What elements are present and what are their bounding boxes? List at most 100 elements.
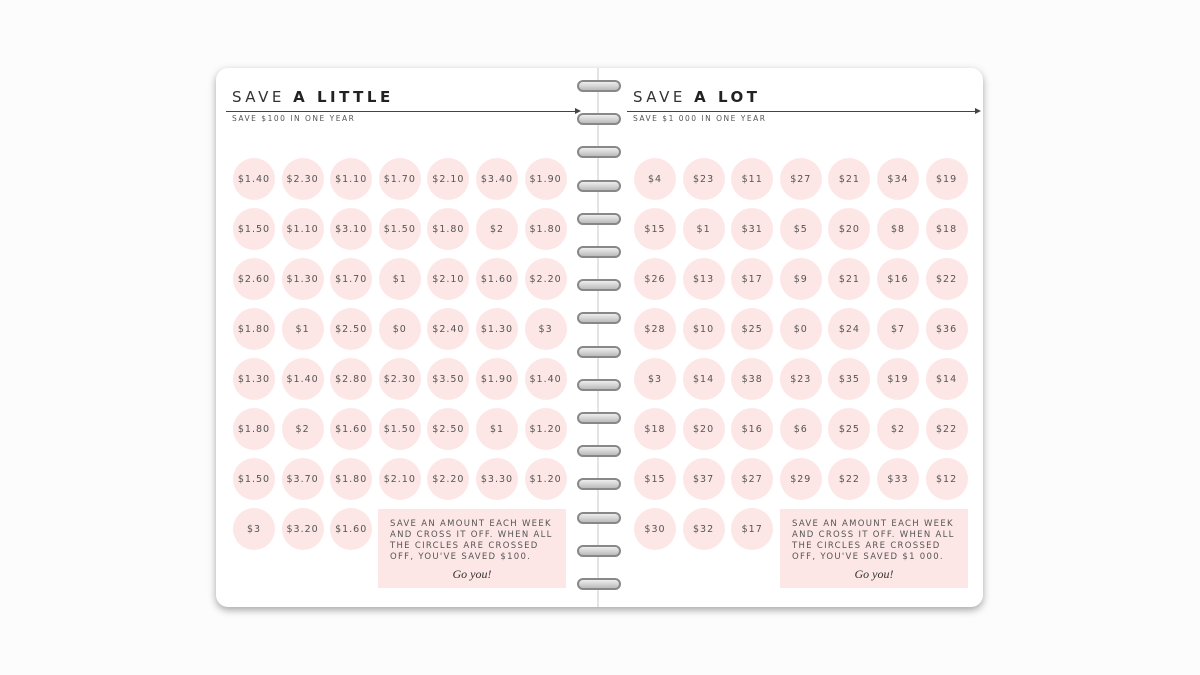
saving-circle: $1.30: [233, 358, 275, 400]
saving-circle: $4: [634, 158, 676, 200]
saving-circle: $22: [925, 408, 968, 450]
saving-circle: $1.50: [233, 208, 275, 250]
subtitle: SAVE $1 000 IN ONE YEAR: [633, 114, 767, 123]
saving-circle: $21: [828, 258, 871, 300]
saving-circle: $2.80: [330, 358, 373, 400]
saving-circle: $13: [682, 258, 725, 300]
page-title: SAVE A LOT: [633, 88, 760, 106]
saving-circle: $7: [877, 308, 919, 350]
saving-circle: $1.70: [378, 158, 421, 200]
signoff: Go you!: [854, 567, 894, 581]
saving-circle: $1.80: [233, 308, 275, 350]
saving-circle: $1.20: [524, 408, 567, 450]
saving-circle: $38: [731, 358, 774, 400]
saving-circle: $26: [634, 258, 676, 300]
saving-circle: $28: [634, 308, 676, 350]
saving-circle: $3: [233, 508, 275, 550]
spiral-ring: [577, 578, 621, 590]
saving-circle: $29: [779, 458, 822, 500]
saving-circle: $33: [877, 458, 919, 500]
saving-circle: $36: [925, 308, 968, 350]
title-rule: [226, 111, 575, 112]
saving-circle: $3.50: [427, 358, 470, 400]
saving-circle: $22: [925, 258, 968, 300]
signoff: Go you!: [452, 567, 492, 581]
saving-circle: $2: [281, 408, 324, 450]
spiral-ring: [577, 544, 621, 557]
spiral-ring: [577, 146, 621, 159]
saving-circle: $14: [925, 358, 968, 400]
arrow-head: [975, 108, 981, 114]
saving-circle: $15: [634, 458, 676, 500]
saving-circle: $18: [925, 208, 968, 250]
note-box: SAVE AN AMOUNT EACH WEEK AND CROSS IT OF…: [378, 509, 566, 588]
saving-circle: $35: [828, 358, 871, 400]
note-box: SAVE AN AMOUNT EACH WEEK AND CROSS IT OF…: [780, 509, 968, 588]
saving-circle: $2.50: [330, 308, 373, 350]
saving-circle: $16: [731, 408, 774, 450]
spiral-ring: [577, 478, 621, 491]
saving-circle: $2.10: [427, 158, 470, 200]
saving-circle: $3.20: [281, 508, 324, 550]
saving-circle: $1.50: [233, 458, 275, 500]
saving-circle: $1.30: [476, 308, 518, 350]
page-title: SAVE A LITTLE: [232, 88, 394, 106]
saving-circle: $3.40: [476, 158, 518, 200]
saving-circle: $2.60: [233, 258, 275, 300]
saving-circle: $2.30: [378, 358, 421, 400]
saving-circle: $1.50: [378, 208, 421, 250]
saving-circle: $14: [682, 358, 725, 400]
saving-circle: $2.20: [524, 258, 567, 300]
saving-circle: $23: [779, 358, 822, 400]
spiral-ring: [577, 412, 621, 424]
saving-circle: $1.10: [281, 208, 324, 250]
saving-circle: $3.30: [476, 458, 518, 500]
saving-circle: $23: [682, 158, 725, 200]
saving-circle: $1.60: [330, 408, 373, 450]
saving-circle: $1.40: [281, 358, 324, 400]
saving-circle: $24: [828, 308, 871, 350]
saving-circle: $27: [779, 158, 822, 200]
spiral-ring: [577, 445, 621, 458]
saving-circle: $9: [779, 258, 822, 300]
saving-circle: $15: [634, 208, 676, 250]
space: [285, 88, 293, 106]
saving-circle: $1.60: [330, 508, 373, 550]
saving-circle: $3: [634, 358, 676, 400]
saving-circle: $3.10: [330, 208, 373, 250]
saving-circle: $32: [682, 508, 725, 550]
saving-circle: $1.60: [476, 258, 518, 300]
spiral-ring: [577, 511, 621, 524]
spiral-ring: [577, 212, 621, 225]
saving-circle: $2.10: [427, 258, 470, 300]
saving-circle: $30: [634, 508, 676, 550]
saving-circle: $2.50: [427, 408, 470, 450]
saving-circle: $1.40: [233, 158, 275, 200]
saving-circle: $6: [779, 408, 822, 450]
saving-circle: $10: [682, 308, 725, 350]
saving-circle: $1.20: [524, 458, 567, 500]
saving-circle: $1.90: [476, 358, 518, 400]
saving-circle: $19: [877, 358, 919, 400]
saving-circle: $0: [378, 308, 421, 350]
title-bold: A LITTLE: [293, 88, 394, 106]
saving-circle: $1.50: [378, 408, 421, 450]
spine: [597, 68, 599, 607]
saving-circle: $18: [634, 408, 676, 450]
spiral-ring: [577, 345, 621, 358]
saving-circle: $1.80: [427, 208, 470, 250]
saving-circle: $25: [828, 408, 871, 450]
saving-circle: $1: [682, 208, 725, 250]
saving-circle: $25: [731, 308, 774, 350]
spiral-ring: [577, 279, 621, 292]
saving-circle: $34: [877, 158, 919, 200]
saving-circle: $1: [378, 258, 421, 300]
note-text: SAVE AN AMOUNT EACH WEEK AND CROSS IT OF…: [390, 519, 553, 562]
saving-circle: $1: [476, 408, 518, 450]
saving-circle: $2.40: [427, 308, 470, 350]
saving-circle: $17: [731, 508, 774, 550]
saving-circle: $8: [877, 208, 919, 250]
spiral-ring: [577, 246, 621, 258]
saving-circle: $1.80: [524, 208, 567, 250]
